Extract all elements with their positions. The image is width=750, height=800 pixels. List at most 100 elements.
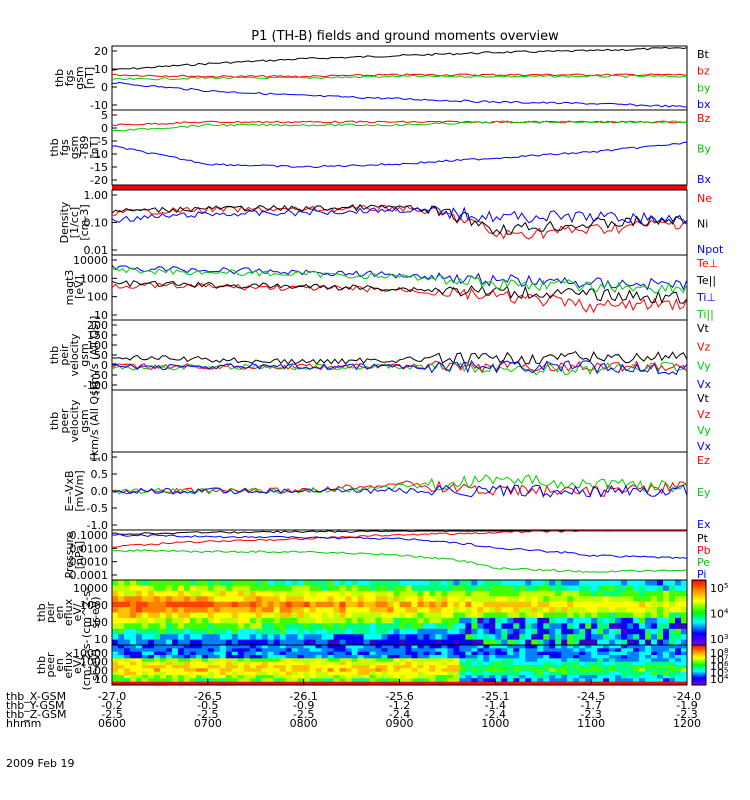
spectrogram-cell (585, 634, 592, 641)
spectrogram-cell (417, 671, 424, 676)
spectrogram-cell (153, 681, 161, 686)
spectrogram-cell (327, 628, 335, 635)
spectrogram-cell (639, 601, 646, 608)
x-tick-label: -2.5 (293, 708, 314, 721)
spectrogram-cell (615, 628, 622, 635)
x-tick-label: 1200 (673, 717, 701, 730)
colorbar-label: 104 (710, 608, 729, 621)
spectrogram-cell (471, 668, 478, 673)
spectrogram-cell (273, 645, 281, 649)
spectrogram-cell (136, 661, 143, 666)
spectrogram-cell (423, 661, 430, 666)
spectrogram-cell (669, 671, 676, 676)
y-tick-label: 0.0001 (70, 569, 109, 582)
spectrogram-cell (483, 628, 490, 635)
spectrogram-cell (597, 658, 604, 663)
spectrogram-cell (477, 675, 484, 679)
spectrogram-cell (147, 623, 155, 630)
spectrogram-cell (675, 675, 682, 679)
spectrogram-cell (285, 668, 293, 673)
spectrogram-cell (273, 681, 281, 686)
spectrogram-cell (183, 665, 191, 669)
spectrogram-cell (555, 665, 562, 669)
spectrogram-cell (651, 678, 658, 683)
spectrogram-cell (483, 612, 490, 619)
spectrogram-cell (285, 661, 293, 666)
x-tick-label: -1.2 (389, 699, 410, 712)
spectrogram-cell (543, 678, 550, 683)
y-tick-label: 50 (94, 349, 108, 362)
spectrogram-cell (537, 628, 544, 635)
spectrogram-cell (339, 607, 347, 613)
spectrogram-cell (381, 590, 388, 597)
spectrogram-cell (567, 645, 574, 649)
spectrogram-cell (130, 665, 137, 669)
spectrogram-cell (639, 645, 646, 649)
spectrogram-cell (177, 617, 185, 624)
spectrogram-cell (321, 665, 329, 669)
spectrogram-cell (543, 585, 550, 592)
spectrogram-cell (675, 634, 682, 641)
spectrogram-cell (543, 648, 550, 653)
spectrogram-cell (273, 585, 281, 592)
x-tick-label: 0700 (194, 717, 222, 730)
spectrogram-cell (195, 617, 203, 624)
spectrogram-cell (136, 634, 143, 641)
spectrogram-cell (555, 655, 562, 659)
spectrogram-cell (231, 665, 239, 669)
spectrogram-cell (483, 665, 490, 669)
spectrogram-cell (627, 612, 634, 619)
spectrogram-cell (225, 596, 233, 603)
spectrogram-cell (561, 607, 568, 613)
spectrogram-cell (429, 596, 436, 603)
spectrogram-cell (153, 628, 161, 635)
spectrogram-cell (369, 634, 377, 641)
spectrogram-cell (345, 681, 353, 686)
spectrogram-cell (615, 658, 622, 663)
spectrogram-cell (375, 668, 382, 673)
spectrogram-cell (585, 596, 592, 603)
spectrogram-cell (435, 590, 442, 597)
spectrogram-cell (363, 623, 371, 630)
spectrogram-cell (603, 665, 610, 669)
spectrogram-cell (201, 639, 209, 646)
spectrogram-cell (219, 661, 227, 666)
spectrogram-cell (579, 648, 586, 653)
spectrogram-cell (237, 658, 245, 663)
spectrogram-cell (597, 678, 604, 683)
spectrogram-cell (567, 623, 574, 630)
spectrogram-cell (639, 678, 646, 683)
spectrogram-cell (543, 596, 550, 603)
spectrogram-cell (159, 668, 167, 673)
spectrogram-cell (165, 628, 173, 635)
spectrogram-cell (591, 661, 598, 666)
spectrogram-cell (465, 645, 472, 649)
spectrogram-cell (489, 601, 496, 608)
spectrogram-cell (136, 612, 143, 619)
spectrogram-cell (441, 612, 448, 619)
spectrogram-cell (195, 590, 203, 597)
spectrogram-cell (627, 601, 634, 608)
spectrogram-cell (112, 601, 119, 608)
spectrogram-cell (501, 671, 508, 676)
spectrogram-cell (669, 655, 676, 659)
spectrogram-cell (489, 628, 496, 635)
spectrogram-cell (231, 639, 239, 646)
spectrogram-cell (387, 678, 394, 683)
spectrogram-cell (573, 671, 580, 676)
spectrogram-cell (417, 601, 424, 608)
spectrogram-cell (627, 681, 634, 686)
spectrogram-cell (249, 607, 257, 613)
spectrogram-cell (147, 645, 155, 649)
spectrogram-cell (309, 639, 317, 646)
spectrogram-cell (124, 590, 131, 597)
spectrogram-cell (327, 623, 335, 630)
spectrogram-cell (219, 617, 227, 624)
spectrogram-cell (429, 648, 436, 653)
spectrogram-cell (453, 623, 460, 630)
legend-entry: bz (697, 65, 710, 78)
spectrogram-cell (255, 639, 263, 646)
spectrogram-cell (669, 623, 676, 630)
legend-entry: Vz (697, 341, 711, 354)
spectrogram-cell (435, 601, 442, 608)
